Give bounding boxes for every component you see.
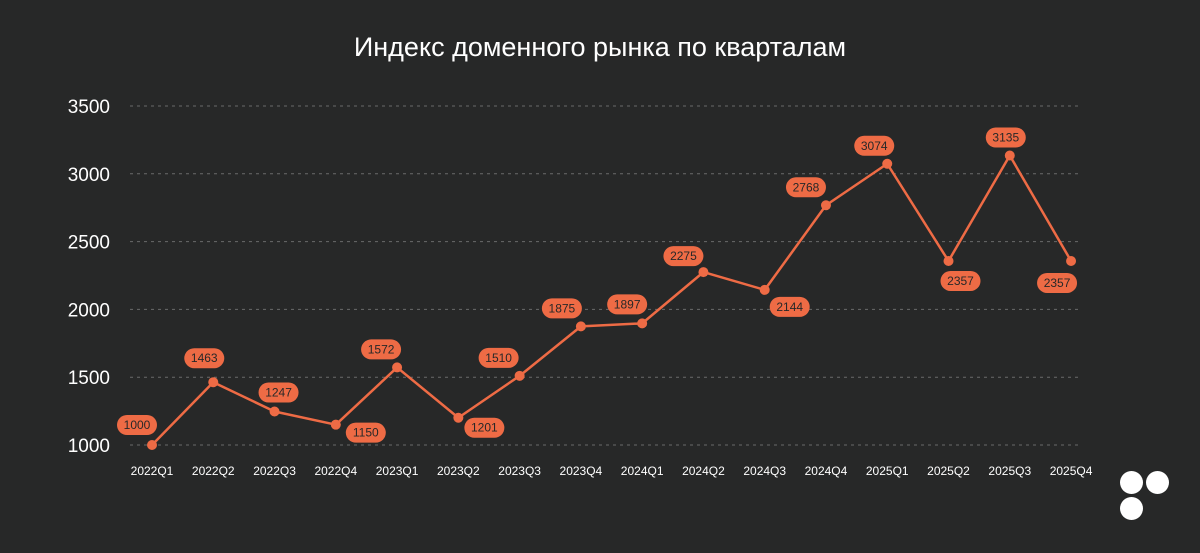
y-tick-label: 1500 [68,368,110,389]
data-label-bg [663,246,704,267]
data-point [820,200,831,211]
data-point [147,440,157,450]
data-label: 2768 [793,180,820,194]
brand-logo [1120,471,1172,523]
data-label-bg [464,417,505,438]
data-label-bg [785,177,826,198]
data-point [698,267,709,278]
y-tick-label: 3500 [68,97,110,118]
data-label-bg [478,347,519,368]
data-label: 1897 [614,297,641,311]
x-tick-label: 2025Q3 [988,464,1031,478]
x-tick-label: 2023Q2 [437,464,480,478]
data-point [575,321,586,332]
data-label: 2357 [1044,276,1071,290]
data-point [330,419,341,430]
data-label: 2275 [670,249,697,263]
data-label: 1247 [265,386,292,400]
x-tick-label: 2024Q3 [743,464,786,478]
data-label-bg [985,127,1026,148]
data-label-bg [769,296,810,317]
x-tick-label: 2023Q4 [560,464,603,478]
x-tick-label: 2024Q1 [621,464,664,478]
data-label-bg [607,294,648,315]
y-tick-label: 2500 [68,233,110,254]
y-tick-label: 2000 [68,300,110,321]
data-point [1066,255,1077,266]
data-label: 2357 [947,274,974,288]
data-label: 1463 [191,351,218,365]
data-point [1004,150,1015,161]
data-label-bg [258,382,299,403]
data-label-bg [1037,272,1078,293]
data-point [392,362,403,373]
x-tick-label: 2023Q1 [376,464,419,478]
x-tick-label: 2022Q4 [314,464,357,478]
data-point [208,377,219,388]
data-label: 2144 [776,300,803,314]
x-tick-label: 2022Q1 [131,464,174,478]
data-label-bg [854,135,895,156]
data-label: 1510 [485,351,512,365]
data-point [637,318,648,329]
data-label: 3074 [861,139,888,153]
x-tick-label: 2025Q4 [1050,464,1093,478]
data-point [882,158,893,169]
data-label: 3135 [992,130,1019,144]
x-tick-label: 2025Q2 [927,464,970,478]
data-point [269,406,280,417]
data-point [514,370,525,381]
data-label-bg [361,339,402,360]
x-tick-label: 2023Q3 [498,464,541,478]
x-tick-label: 2022Q2 [192,464,235,478]
data-label-bg [345,422,386,443]
x-tick-label: 2022Q3 [253,464,296,478]
series-line [151,154,1073,446]
data-point [759,284,770,295]
data-label-bg [117,415,157,435]
x-tick-label: 2024Q4 [805,464,848,478]
data-label: 1572 [368,342,395,356]
data-label-bg [541,298,582,319]
chart-title: Индекс доменного рынка по кварталам [353,32,847,62]
data-label-bg [184,348,225,369]
data-label: 1150 [353,426,379,440]
data-point [453,412,464,423]
y-tick-label: 3000 [68,165,110,186]
data-label-bg [940,270,981,291]
data-label: 1201 [471,421,498,435]
x-tick-label: 2025Q1 [866,464,909,478]
data-label: 1875 [549,301,576,315]
y-tick-label: 1000 [68,436,110,457]
x-tick-label: 2024Q2 [682,464,725,478]
data-label: 1000 [124,418,151,432]
data-point [943,255,954,266]
